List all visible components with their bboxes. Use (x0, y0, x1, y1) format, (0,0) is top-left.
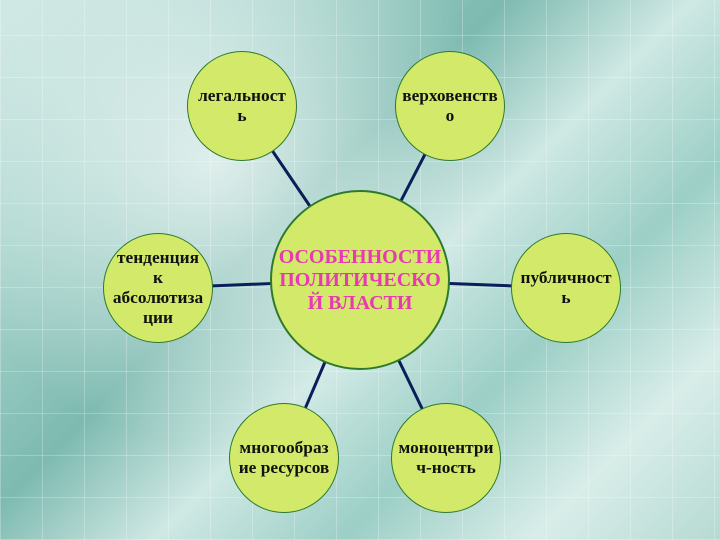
connector-line (450, 283, 511, 285)
diagram-stage: ОСОБЕННОСТИ ПОЛИТИЧЕСКОЙ ВЛАСТИ легально… (0, 0, 720, 540)
satellite-label: легальность (188, 80, 296, 132)
connector-line (399, 361, 422, 408)
satellite-label: тенденция к абсолютизации (104, 242, 212, 334)
satellite-publicity: публичность (511, 233, 621, 343)
satellite-label: верховенство (396, 80, 504, 132)
central-node-label: ОСОБЕННОСТИ ПОЛИТИЧЕСКОЙ ВЛАСТИ (272, 240, 448, 321)
satellite-supremacy: верховенство (395, 51, 505, 161)
satellite-legality: легальность (187, 51, 297, 161)
connector-line (306, 363, 325, 408)
central-node: ОСОБЕННОСТИ ПОЛИТИЧЕСКОЙ ВЛАСТИ (270, 190, 450, 370)
satellite-label: публичность (512, 262, 620, 314)
connector-line (401, 155, 424, 200)
connector-line (213, 284, 270, 286)
satellite-label: многообразие ресурсов (230, 432, 338, 484)
connector-line (273, 152, 310, 206)
satellite-label: моноцентрич-ность (392, 432, 500, 484)
satellite-absolutization: тенденция к абсолютизации (103, 233, 213, 343)
satellite-monocentric: моноцентрич-ность (391, 403, 501, 513)
satellite-resources: многообразие ресурсов (229, 403, 339, 513)
